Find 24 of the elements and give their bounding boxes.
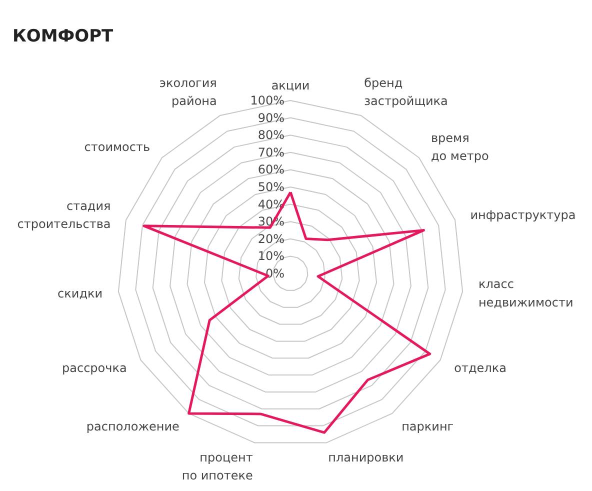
spoke-label: расположение	[86, 419, 180, 434]
y-tick-label: 20%	[258, 232, 284, 246]
spoke-label: стадия строительства	[17, 198, 111, 232]
spoke-label: инфраструктура	[470, 208, 576, 222]
y-tick-label: 90%	[258, 110, 284, 125]
y-tick-label: 50%	[258, 180, 284, 194]
spoke-label: планировки	[328, 450, 404, 465]
y-tick-label: 10%	[258, 249, 284, 264]
spoke-label: паркинг	[402, 419, 454, 434]
y-tick-label: 100%	[250, 94, 285, 108]
y-tick-label: 70%	[258, 145, 284, 160]
spoke-label: экология района	[159, 76, 217, 108]
spoke-label: время до метро	[430, 130, 489, 164]
spoke-label: отделка	[454, 361, 506, 375]
y-tick-label: 80%	[258, 128, 284, 142]
spoke-label: рассрочка	[62, 361, 127, 375]
spoke-label: акции	[271, 78, 310, 92]
spoke-label: бренд застройщика	[364, 76, 448, 108]
spoke-label: стоимость	[84, 140, 150, 154]
chart-title: КОМФОРТ	[12, 26, 114, 46]
y-tick-label: 60%	[258, 162, 284, 177]
spoke-label: класс недвижимости	[478, 277, 574, 310]
spoke-label: скидки	[58, 286, 103, 300]
spoke-label: процент по ипотеке	[182, 450, 253, 483]
